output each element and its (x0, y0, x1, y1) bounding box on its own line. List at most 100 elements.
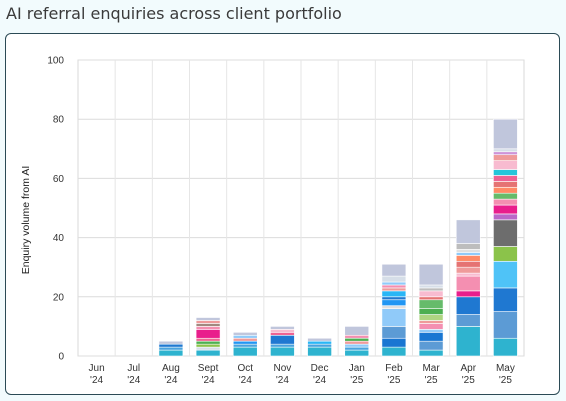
gridlines (77, 59, 525, 357)
bar-segment (307, 337, 332, 342)
bar-segment (455, 290, 481, 298)
bar-segment (418, 320, 444, 324)
bar-segment (232, 343, 258, 348)
x-tick-label-year: '24 (127, 375, 140, 386)
bar-segment (418, 299, 444, 309)
bar-segment (455, 219, 481, 244)
bar-segment (455, 255, 481, 262)
x-tick-label-year: '24 (202, 375, 215, 386)
bar-segment (418, 323, 444, 330)
bar-segment (381, 287, 407, 292)
bar-segment (381, 308, 407, 327)
bar-segment (195, 340, 221, 345)
bar-segment (418, 314, 444, 321)
bar-segment (270, 326, 295, 330)
x-tick-label: Jul (127, 363, 140, 374)
bar-segment (418, 290, 444, 298)
bar-segment (307, 340, 332, 345)
bar-segment (270, 332, 295, 336)
bar-segment (232, 346, 258, 357)
bar-segment (418, 340, 444, 351)
bar-segment (344, 340, 370, 345)
x-tick-label: Apr (460, 363, 476, 374)
bar-segment (195, 320, 221, 324)
bar-segment (455, 314, 481, 327)
bar-segment (195, 323, 221, 327)
x-tick-label: Feb (385, 363, 403, 374)
bar-segment (381, 296, 407, 301)
bar-segment (493, 169, 518, 176)
bar-segment (195, 349, 221, 357)
bar-segment (195, 329, 221, 339)
y-tick-label: 40 (53, 233, 65, 244)
bar-segment (232, 334, 258, 339)
bar-segment (344, 326, 370, 336)
bar-segment (493, 160, 518, 170)
x-tick-label-year: '25 (462, 375, 475, 386)
bar-segment (195, 337, 221, 342)
bar-segment (455, 252, 481, 256)
y-tick-label: 100 (47, 56, 64, 67)
bar-segment (344, 349, 370, 357)
bar-segment (493, 198, 518, 206)
x-tick-label-year: '25 (350, 375, 363, 386)
bar-segment (455, 260, 481, 268)
y-tick-label: 0 (58, 352, 64, 363)
bar-segment (307, 346, 332, 357)
x-tick-label-year: '25 (499, 375, 512, 386)
bar-segment (232, 337, 258, 342)
bar-segment (381, 275, 407, 283)
bar-segment (455, 296, 481, 315)
x-tick-label-year: '24 (90, 375, 103, 386)
y-tick-label: 80 (53, 115, 65, 126)
bar-segment (381, 337, 407, 348)
bar-segment (493, 260, 518, 289)
bar-segment (344, 337, 370, 342)
bar-segment (493, 181, 518, 188)
bar-segment (493, 151, 518, 156)
y-tick-labels: 0 20 40 60 80 100 (47, 56, 64, 363)
bar-segment (381, 290, 407, 298)
bar-segment (195, 317, 221, 321)
bar-segment (270, 346, 295, 357)
bar-segment (493, 175, 518, 182)
page-title: AI referral enquiries across client port… (6, 4, 342, 23)
y-tick-label: 20 (53, 292, 65, 303)
bar-segment (455, 275, 481, 292)
x-tick-labels: Jun'24Jul'24Aug'24Sept'24Oct'24Nov'24Dec… (89, 363, 515, 386)
bar-segment (381, 299, 407, 306)
bar-segment (418, 332, 444, 342)
x-tick-label-year: '25 (387, 375, 400, 386)
x-tick-label: Nov (274, 363, 292, 374)
bar-segment (344, 343, 370, 348)
x-tick-label-year: '24 (276, 375, 289, 386)
y-tick-label: 60 (53, 174, 65, 185)
bar-segment (418, 284, 444, 289)
bar-segment (381, 281, 407, 286)
bar-segment (381, 346, 407, 357)
bar-segment (455, 272, 481, 277)
bar-segment (158, 349, 184, 357)
x-tick-label: Sept (198, 363, 219, 374)
bar-segment (270, 329, 295, 333)
bar-segment (381, 305, 407, 309)
bar-segment (455, 249, 481, 253)
bar-segment (418, 287, 444, 292)
bar-segment (158, 340, 184, 345)
bar-segment (493, 148, 518, 153)
x-tick-label: May (496, 363, 515, 374)
bar-segment (493, 204, 518, 215)
x-tick-label: Aug (162, 363, 180, 374)
bar-segment (232, 332, 258, 336)
bar-segment (418, 296, 444, 301)
bar-segment (195, 326, 221, 330)
x-tick-label: Jun (89, 363, 105, 374)
x-tick-label: Mar (422, 363, 440, 374)
bar-segment (455, 266, 481, 274)
bar-segment (158, 343, 184, 348)
bar-segment (493, 219, 518, 247)
bar-segment (381, 263, 407, 277)
x-tick-label-year: '24 (313, 375, 326, 386)
bar-segment (418, 349, 444, 357)
